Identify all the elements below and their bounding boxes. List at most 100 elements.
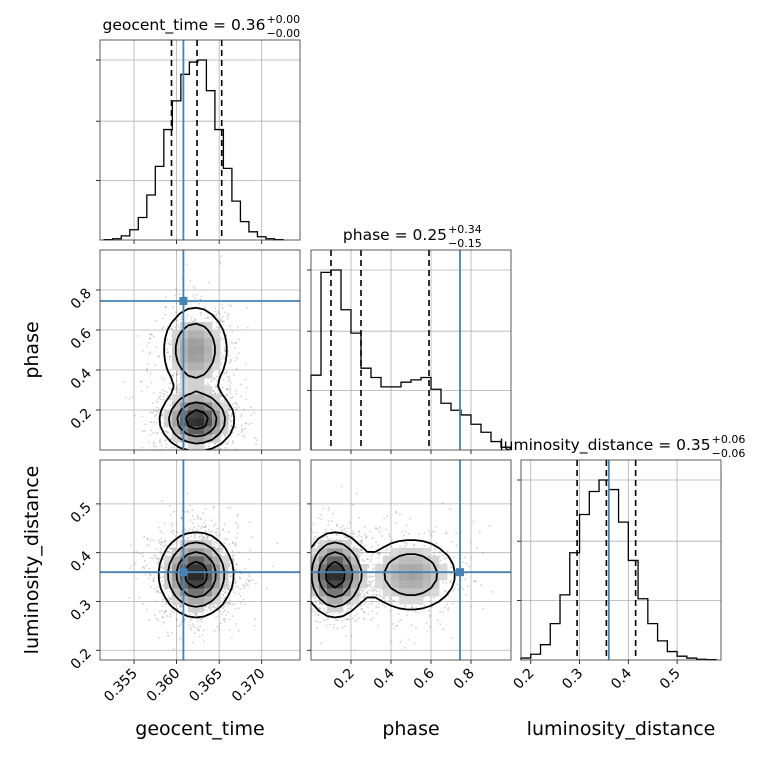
sample-point <box>190 628 193 631</box>
sample-point <box>303 612 305 614</box>
sample-point <box>227 380 230 383</box>
sample-point <box>455 532 458 535</box>
sample-point <box>135 451 137 453</box>
sample-point <box>198 629 201 632</box>
sample-point <box>307 585 309 587</box>
sample-point <box>219 622 222 625</box>
density-cell <box>335 588 344 597</box>
sample-point <box>198 617 201 620</box>
sample-point <box>296 597 298 599</box>
truth-marker <box>179 568 188 577</box>
density-cells <box>164 540 229 613</box>
title-error-minus: −0.00 <box>266 27 300 40</box>
sample-point <box>346 618 349 621</box>
sample-point <box>307 597 309 599</box>
sample-point <box>233 582 236 585</box>
sample-point <box>235 536 238 539</box>
density-cell <box>431 572 440 581</box>
density-cell <box>327 604 336 613</box>
sample-point <box>354 614 357 617</box>
sample-point <box>212 390 215 393</box>
sample-point <box>172 532 175 535</box>
sample-point <box>229 325 231 327</box>
sample-point <box>172 321 175 324</box>
density-cell <box>423 588 432 597</box>
x-tick-label: 0.8 <box>451 666 478 693</box>
sample-point <box>129 567 132 570</box>
sample-point <box>207 316 209 319</box>
sample-point <box>465 594 468 596</box>
density-cell <box>319 580 328 589</box>
sample-point <box>228 418 231 421</box>
sample-point <box>194 533 196 536</box>
sample-point <box>149 337 152 340</box>
sample-point <box>480 584 482 587</box>
sample-point <box>210 605 212 608</box>
density-cell <box>220 426 229 435</box>
sample-point <box>209 609 212 611</box>
sample-point <box>162 621 165 624</box>
sample-point <box>306 599 308 601</box>
sample-point <box>302 563 304 565</box>
sample-point <box>163 539 166 542</box>
sample-point <box>215 375 218 378</box>
sample-point <box>227 531 230 534</box>
sample-point <box>336 534 338 536</box>
sample-point <box>159 392 162 394</box>
sample-point <box>232 442 235 444</box>
sample-point <box>243 409 245 411</box>
sample-point <box>229 381 232 384</box>
sample-point <box>366 592 369 594</box>
sample-point <box>169 403 172 406</box>
sample-point <box>352 531 355 533</box>
sample-point <box>234 544 237 547</box>
sample-point <box>236 532 239 534</box>
sample-point <box>216 606 219 609</box>
sample-point <box>423 604 426 607</box>
sample-point <box>206 534 209 537</box>
sample-point <box>178 455 180 457</box>
sample-point <box>361 548 363 551</box>
sample-point <box>235 622 238 625</box>
sample-point <box>224 446 227 449</box>
sample-point <box>249 406 252 409</box>
sample-point <box>365 535 368 538</box>
sample-point <box>153 441 156 443</box>
sample-point <box>141 415 144 418</box>
sample-point <box>305 589 307 591</box>
sample-point <box>236 513 239 516</box>
sample-point <box>301 535 303 537</box>
sample-point <box>235 585 237 588</box>
sample-point <box>388 535 391 538</box>
sample-point <box>302 541 304 543</box>
sample-point <box>369 584 371 587</box>
sample-point <box>352 617 355 620</box>
sample-point <box>206 536 209 539</box>
density-cell <box>196 564 205 573</box>
sample-point <box>372 590 375 592</box>
sample-point <box>370 586 373 589</box>
sample-point <box>200 295 203 298</box>
x-tick-label: 0.6 <box>411 665 438 692</box>
contour-level-3 <box>324 560 346 589</box>
sample-point <box>323 609 326 612</box>
sample-point <box>372 588 375 590</box>
density-cell <box>196 572 205 581</box>
sample-point <box>196 514 199 517</box>
sample-point <box>152 557 155 560</box>
sample-point <box>319 642 322 645</box>
sample-point <box>305 606 307 608</box>
sample-point <box>187 511 190 514</box>
sample-point <box>375 590 378 593</box>
sample-point <box>159 566 162 569</box>
density-cell <box>188 410 197 419</box>
sample-point <box>142 430 144 433</box>
sample-point <box>361 542 363 545</box>
sample-point <box>190 618 193 621</box>
title-error-plus: +0.00 <box>266 13 300 26</box>
sample-point <box>301 585 303 587</box>
sample-point <box>470 556 473 559</box>
sample-point <box>175 618 178 621</box>
sample-point <box>162 598 165 601</box>
sample-point <box>147 618 150 621</box>
